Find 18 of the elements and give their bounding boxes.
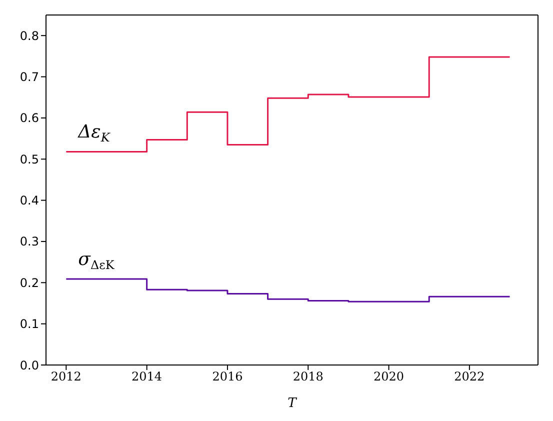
x-tick-label: 2020 (374, 370, 404, 384)
x-tick-label: 2016 (212, 370, 243, 384)
y-tick-label: 0.6 (20, 111, 39, 126)
y-tick-label: 0.1 (20, 317, 39, 332)
x-tick-label: 2022 (454, 370, 485, 384)
x-axis-title: T (288, 396, 298, 411)
y-tick-label: 0.4 (20, 194, 39, 208)
y-tick-label: 0.7 (20, 70, 39, 84)
y-tick-label: 0.3 (20, 234, 39, 249)
series-label: σ$_{ΔεK}$ (78, 248, 116, 272)
y-tick-label: 0.0 (20, 358, 39, 372)
y-tick-label: 0.2 (20, 276, 39, 290)
y-tick-label: 0.5 (20, 152, 39, 166)
x-tick-label: 2018 (292, 370, 324, 384)
x-tick-label: 2014 (132, 370, 162, 384)
x-tick-label: 2012 (50, 370, 82, 384)
y-tick-label: 0.8 (20, 28, 39, 43)
series-label: Δε$_{K}$ (77, 122, 111, 145)
